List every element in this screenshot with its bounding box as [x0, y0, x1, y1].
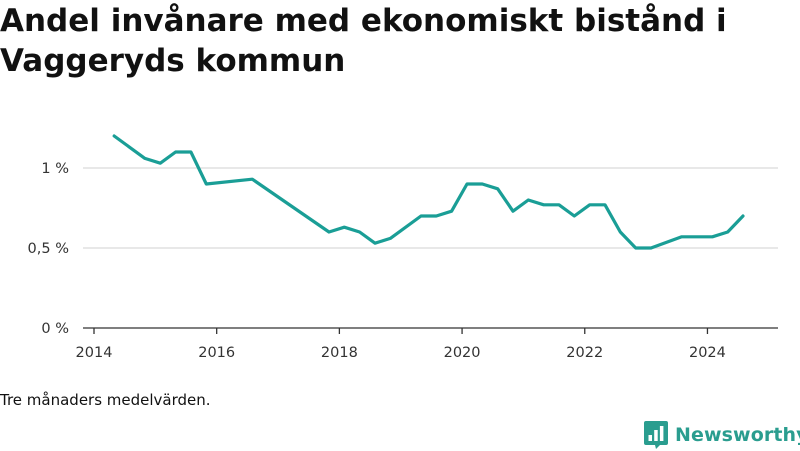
newsworthy-logo[interactable]: Newsworthy: [643, 419, 800, 451]
y-tick-label: 0,5 %: [28, 241, 69, 257]
chart-title: Andel invånare med ekonomiskt bistånd i …: [0, 3, 727, 79]
y-tick-label: 0 %: [41, 321, 69, 337]
series-lines: [112, 134, 745, 250]
x-tick-label: 2024: [689, 345, 726, 361]
series-line: [112, 134, 745, 250]
newsworthy-logo-icon: [644, 421, 668, 449]
y-tick-label: 1 %: [41, 161, 69, 177]
chart-area: 0 % 0,5 % 1 % 2014 2016 2018 2020 2022 2024: [0, 120, 800, 370]
brand-name: Newsworthy: [675, 424, 800, 446]
x-axis: 2014 2016 2018 2020 2022 2024: [76, 327, 778, 361]
line-chart: 0 % 0,5 % 1 % 2014 2016 2018 2020 2022 2024: [28, 134, 778, 361]
x-tick-label: 2014: [76, 345, 113, 361]
x-tick-label: 2016: [198, 345, 235, 361]
y-axis-ticks: 0 % 0,5 % 1 %: [28, 161, 69, 337]
x-tick-label: 2020: [444, 345, 481, 361]
gridlines: [83, 167, 778, 249]
chart-note: Tre månaders medelvärden.: [0, 391, 211, 409]
x-tick-label: 2022: [566, 345, 603, 361]
x-tick-label: 2018: [321, 345, 358, 361]
